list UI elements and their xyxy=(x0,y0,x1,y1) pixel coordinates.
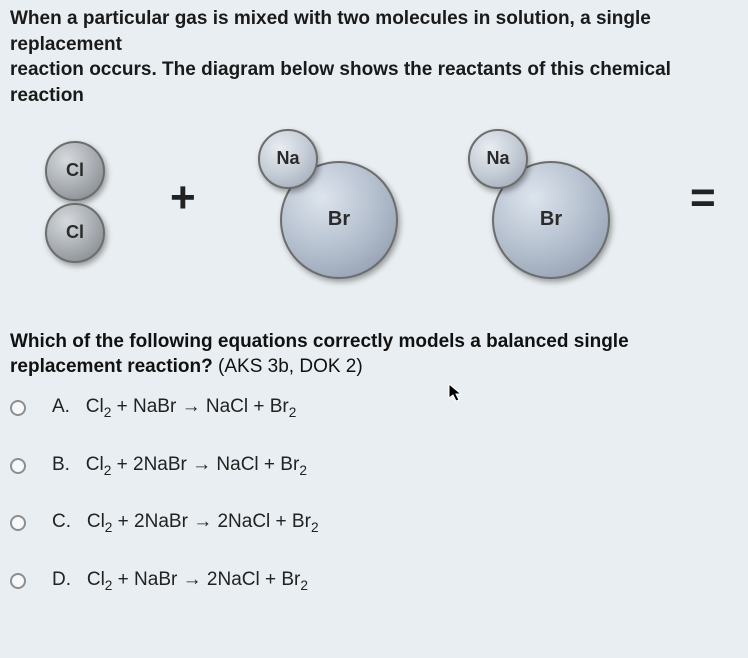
option-a-letter: A. xyxy=(52,396,70,417)
option-c[interactable]: C. Cl2 + 2NaBr → 2NaCl + Br2 xyxy=(10,511,744,535)
option-d-letter: D. xyxy=(52,569,71,590)
equals-operator: = xyxy=(690,173,716,223)
option-a[interactable]: A. Cl2 + NaBr → NaCl + Br2 xyxy=(10,396,744,420)
options-list: A. Cl2 + NaBr → NaCl + Br2 B. Cl2 + 2NaB… xyxy=(0,382,748,603)
reaction-diagram: Cl Cl + Br Na Br Na = xyxy=(0,121,748,311)
radio-c[interactable] xyxy=(10,515,26,531)
option-b-eq: Cl2 + 2NaBr → NaCl + Br2 xyxy=(86,454,307,475)
option-c-text: C. Cl2 + 2NaBr → 2NaCl + Br2 xyxy=(52,511,319,535)
option-d-text: D. Cl2 + NaBr → 2NaCl + Br2 xyxy=(52,569,308,593)
radio-b[interactable] xyxy=(10,458,26,474)
question-text: When a particular gas is mixed with two … xyxy=(0,0,748,111)
prompt-text: Which of the following equations correct… xyxy=(0,325,748,382)
question-line2: reaction occurs. The diagram below shows… xyxy=(10,59,671,106)
option-c-letter: C. xyxy=(52,511,71,532)
radio-d[interactable] xyxy=(10,573,26,589)
option-b[interactable]: B. Cl2 + 2NaBr → NaCl + Br2 xyxy=(10,454,744,478)
option-b-letter: B. xyxy=(52,454,70,475)
option-d-eq: Cl2 + NaBr → 2NaCl + Br2 xyxy=(87,569,308,590)
atom-na-2: Na xyxy=(468,129,528,189)
atom-cl-1: Cl xyxy=(45,141,105,201)
option-b-text: B. Cl2 + 2NaBr → NaCl + Br2 xyxy=(52,454,307,478)
question-line1: When a particular gas is mixed with two … xyxy=(10,8,651,55)
option-d[interactable]: D. Cl2 + NaBr → 2NaCl + Br2 xyxy=(10,569,744,593)
option-c-eq: Cl2 + 2NaBr → 2NaCl + Br2 xyxy=(87,511,319,532)
radio-a[interactable] xyxy=(10,400,26,416)
plus-operator: + xyxy=(170,173,196,223)
prompt-meta: (AKS 3b, DOK 2) xyxy=(218,356,363,377)
atom-cl-2: Cl xyxy=(45,203,105,263)
pointer-icon xyxy=(448,383,464,403)
atom-na-1: Na xyxy=(258,129,318,189)
option-a-text: A. Cl2 + NaBr → NaCl + Br2 xyxy=(52,396,296,420)
cursor-icon xyxy=(448,383,464,408)
option-a-eq: Cl2 + NaBr → NaCl + Br2 xyxy=(86,396,297,417)
